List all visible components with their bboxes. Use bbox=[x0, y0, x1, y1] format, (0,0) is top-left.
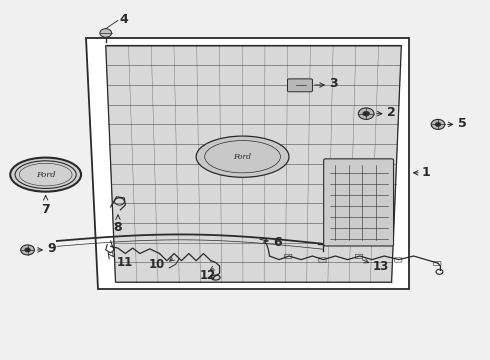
Text: 9: 9 bbox=[47, 242, 56, 255]
Text: 11: 11 bbox=[117, 256, 133, 269]
Text: Ford: Ford bbox=[36, 171, 55, 179]
Circle shape bbox=[24, 248, 30, 252]
Text: Ford: Ford bbox=[234, 153, 251, 161]
FancyBboxPatch shape bbox=[288, 79, 313, 92]
Text: 6: 6 bbox=[273, 235, 282, 248]
Text: 5: 5 bbox=[458, 117, 466, 130]
Circle shape bbox=[435, 122, 441, 127]
Circle shape bbox=[363, 111, 369, 116]
Text: 1: 1 bbox=[422, 166, 431, 179]
Text: 7: 7 bbox=[41, 203, 50, 216]
Text: 10: 10 bbox=[149, 258, 165, 271]
Text: 3: 3 bbox=[330, 77, 338, 90]
Text: 12: 12 bbox=[200, 269, 216, 282]
Polygon shape bbox=[106, 45, 401, 282]
Polygon shape bbox=[86, 39, 409, 289]
Circle shape bbox=[21, 245, 34, 255]
Text: 13: 13 bbox=[373, 260, 389, 273]
Circle shape bbox=[358, 108, 374, 120]
Ellipse shape bbox=[10, 158, 81, 192]
Ellipse shape bbox=[196, 136, 289, 177]
Circle shape bbox=[431, 120, 445, 130]
Text: 8: 8 bbox=[114, 221, 122, 234]
Text: 4: 4 bbox=[119, 13, 128, 26]
Text: 2: 2 bbox=[387, 106, 395, 119]
FancyBboxPatch shape bbox=[324, 159, 393, 246]
Circle shape bbox=[100, 29, 112, 37]
